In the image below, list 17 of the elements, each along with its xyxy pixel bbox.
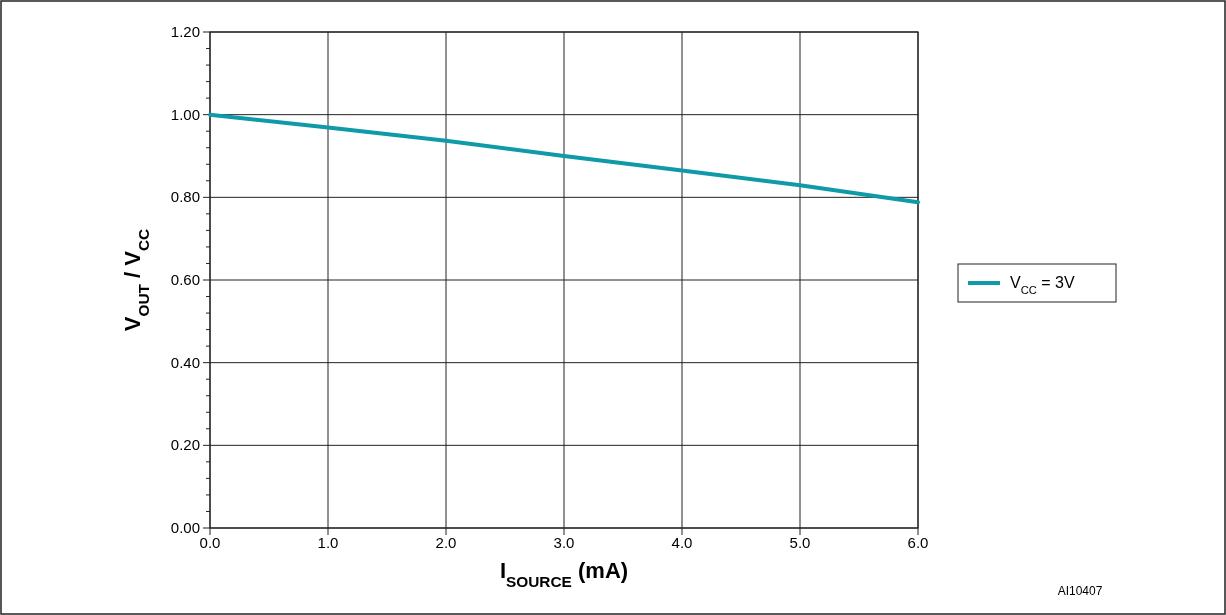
x-tick-label: 4.0 bbox=[671, 534, 693, 551]
y-tick-label: 0.60 bbox=[170, 271, 200, 288]
y-tick-label: 1.20 bbox=[170, 23, 200, 40]
x-tick-label: 6.0 bbox=[907, 534, 929, 551]
x-tick-label: 1.0 bbox=[317, 534, 339, 551]
y-tick-label: 0.80 bbox=[170, 188, 200, 206]
x-tick-label: 5.0 bbox=[789, 534, 811, 551]
y-tick-label: 0.20 bbox=[170, 436, 200, 454]
text: AI10407 bbox=[1057, 584, 1103, 598]
y-tick-label: 0.00 bbox=[170, 519, 200, 536]
x-tick-label: 0.0 bbox=[199, 534, 221, 551]
y-tick-label: 0.40 bbox=[170, 353, 200, 371]
y-tick-label: 1.00 bbox=[170, 105, 200, 123]
x-axis-title: I$_{SOURCE}$ (mA) bbox=[499, 558, 629, 590]
x-tick-label: 2.0 bbox=[435, 534, 457, 551]
x-tick-label: 3.0 bbox=[553, 534, 575, 551]
legend-label: V$_{CC}$ = 3V bbox=[1010, 274, 1075, 296]
